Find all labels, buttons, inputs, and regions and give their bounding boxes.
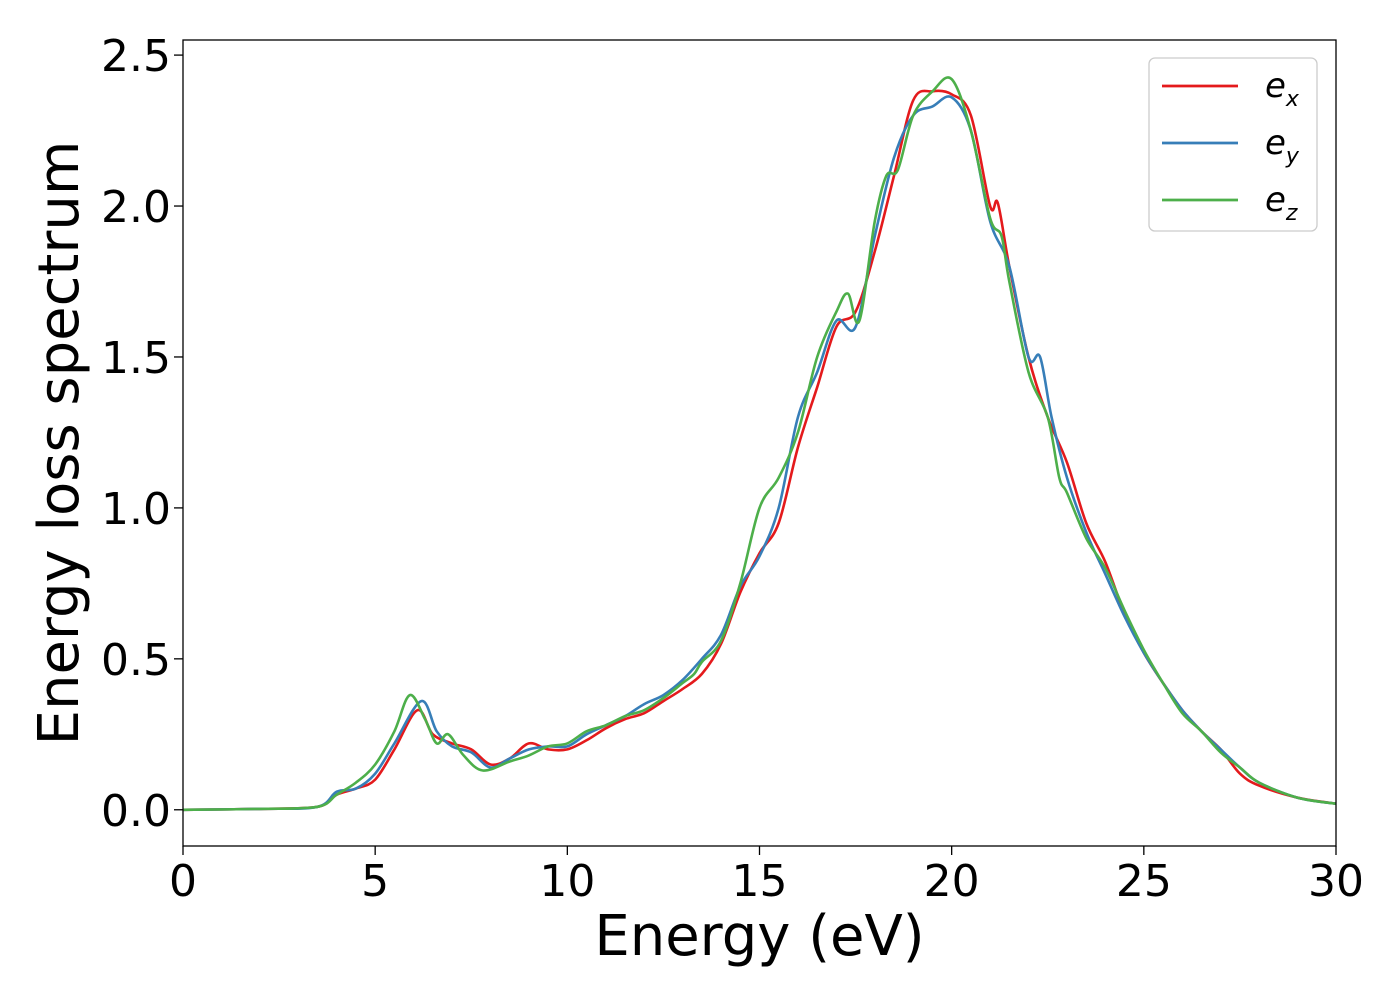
x-axis: 0 5 10 15 20 25 30 bbox=[169, 846, 1364, 907]
legend-label-main: e bbox=[1265, 66, 1286, 106]
legend-label: ex bbox=[1265, 66, 1300, 112]
x-tick-label: 15 bbox=[732, 856, 788, 907]
x-tick-label: 10 bbox=[539, 856, 595, 907]
legend-label-main: e bbox=[1265, 180, 1286, 220]
y-axis-title: Energy loss spectrum bbox=[27, 141, 92, 746]
legend-label-main: e bbox=[1265, 123, 1286, 163]
legend-label-sub: y bbox=[1285, 144, 1300, 169]
x-tick-label: 0 bbox=[169, 856, 197, 907]
y-tick-label: 0.5 bbox=[101, 635, 171, 686]
x-tick-label: 30 bbox=[1308, 856, 1364, 907]
y-tick-label: 2.5 bbox=[101, 31, 171, 82]
legend-label: ey bbox=[1265, 123, 1300, 169]
series-line-e-z bbox=[182, 76, 1337, 812]
x-tick-label: 5 bbox=[361, 856, 389, 907]
plot-lines bbox=[182, 76, 1337, 812]
series-line-e-y bbox=[182, 95, 1337, 812]
legend-label-sub: x bbox=[1285, 87, 1300, 112]
y-tick-label: 2.0 bbox=[101, 182, 171, 233]
x-axis-title: Energy (eV) bbox=[594, 904, 924, 969]
y-tick-label: 0.0 bbox=[101, 786, 171, 837]
legend-box bbox=[1148, 57, 1318, 232]
y-axis: 0.0 0.5 1.0 1.5 2.0 2.5 bbox=[101, 31, 183, 837]
y-tick-label: 1.5 bbox=[101, 333, 171, 384]
x-tick-label: 20 bbox=[924, 856, 980, 907]
x-tick-label: 25 bbox=[1116, 856, 1172, 907]
legend-label-sub: z bbox=[1285, 201, 1298, 226]
legend-label: ez bbox=[1265, 180, 1298, 226]
y-tick-label: 1.0 bbox=[101, 484, 171, 535]
